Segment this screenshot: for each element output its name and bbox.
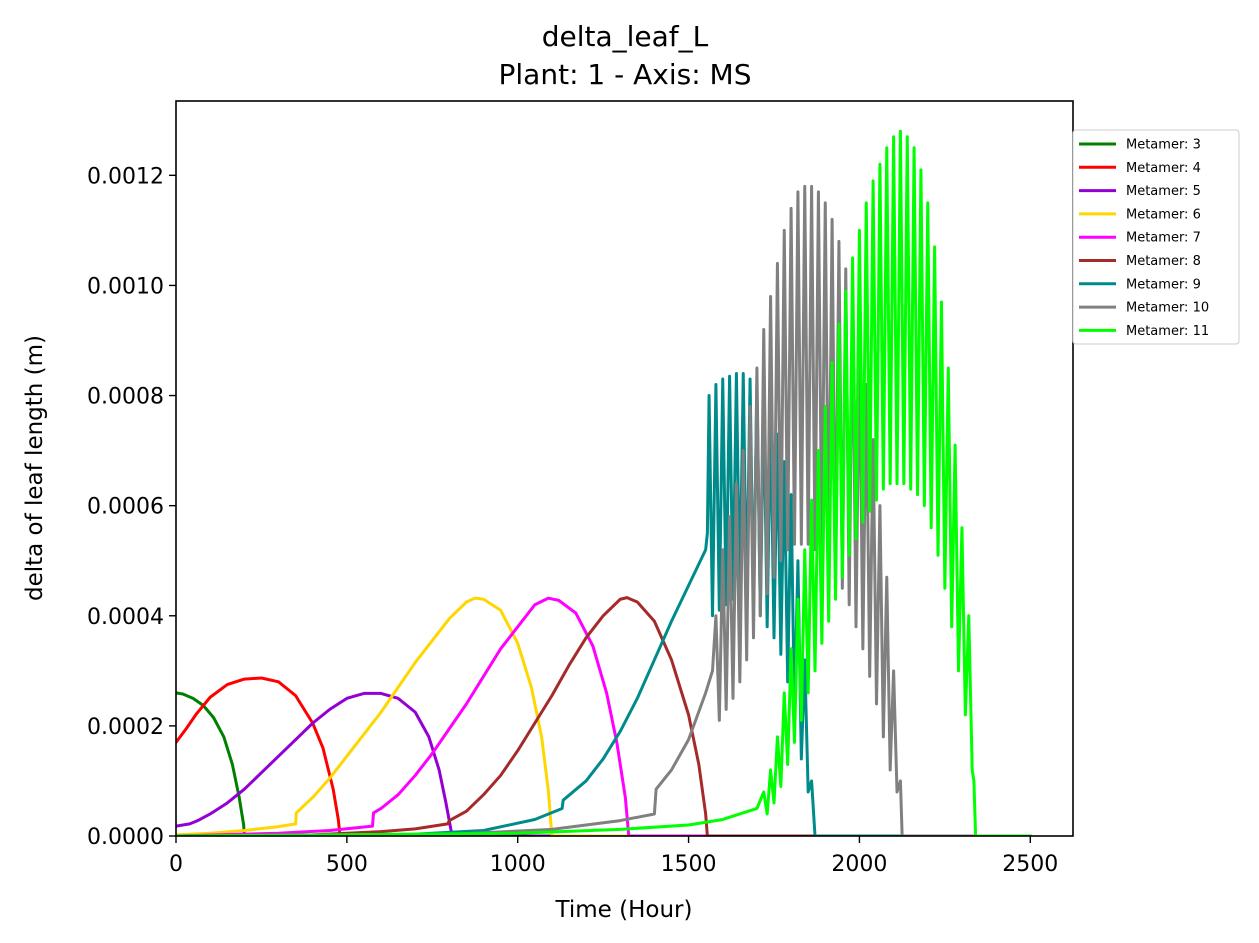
y-tick-label: 0.0012 <box>87 164 164 189</box>
y-axis-label: delta of leaf length (m) <box>22 335 48 601</box>
series-line-metamer-8 <box>176 596 1032 836</box>
series-layer <box>176 129 1032 836</box>
x-tick-label: 0 <box>169 852 183 877</box>
legend: Metamer: 3 Metamer: 4 Metamer: 5 Metamer: 6… <box>1072 129 1240 345</box>
legend-label: Metamer: 5 <box>1126 184 1201 199</box>
legend-label: Metamer: 8 <box>1126 254 1201 269</box>
series-line-metamer-3 <box>176 691 1032 836</box>
x-tick-label: 2000 <box>831 852 887 877</box>
series-line-metamer-4 <box>176 676 1032 836</box>
y-tick-label: 0.0004 <box>87 605 164 630</box>
legend-label: Metamer: 6 <box>1126 207 1201 222</box>
x-tick-label: 1500 <box>661 852 717 877</box>
x-tick-label: 500 <box>326 852 368 877</box>
legend-label: Metamer: 11 <box>1126 324 1209 339</box>
legend-box <box>1072 129 1240 345</box>
chart-subtitle: Plant: 1 - Axis: MS <box>499 58 752 91</box>
series-line-metamer-9 <box>176 372 1032 836</box>
chart-title: delta_leaf_L <box>542 20 709 53</box>
series-line-metamer-7 <box>176 596 1032 836</box>
legend-label: Metamer: 4 <box>1126 161 1201 176</box>
y-tick-label: 0.0002 <box>87 715 164 740</box>
series-line-metamer-6 <box>176 596 1032 836</box>
x-axis: 0 500 1000 1500 2000 2500 <box>169 836 1058 877</box>
series-line-metamer-5 <box>176 691 1032 836</box>
legend-label: Metamer: 7 <box>1126 231 1201 246</box>
y-tick-label: 0.0008 <box>87 385 164 410</box>
legend-label: Metamer: 3 <box>1126 138 1201 153</box>
y-tick-label: 0.0000 <box>87 825 164 850</box>
x-axis-label: Time (Hour) <box>555 897 693 923</box>
y-tick-label: 0.0010 <box>87 274 164 299</box>
x-tick-label: 1000 <box>490 852 546 877</box>
series-line-metamer-11 <box>176 129 1032 836</box>
plot-frame <box>175 100 1074 837</box>
y-tick-label: 0.0006 <box>87 495 164 520</box>
series-line-metamer-10 <box>176 184 1032 836</box>
legend-label: Metamer: 10 <box>1126 301 1209 316</box>
legend-label: Metamer: 9 <box>1126 277 1201 292</box>
x-tick-label: 2500 <box>1002 852 1058 877</box>
y-axis: 0.0000 0.0002 0.0004 0.0006 0.0008 0.0010 0.00… <box>87 164 176 850</box>
